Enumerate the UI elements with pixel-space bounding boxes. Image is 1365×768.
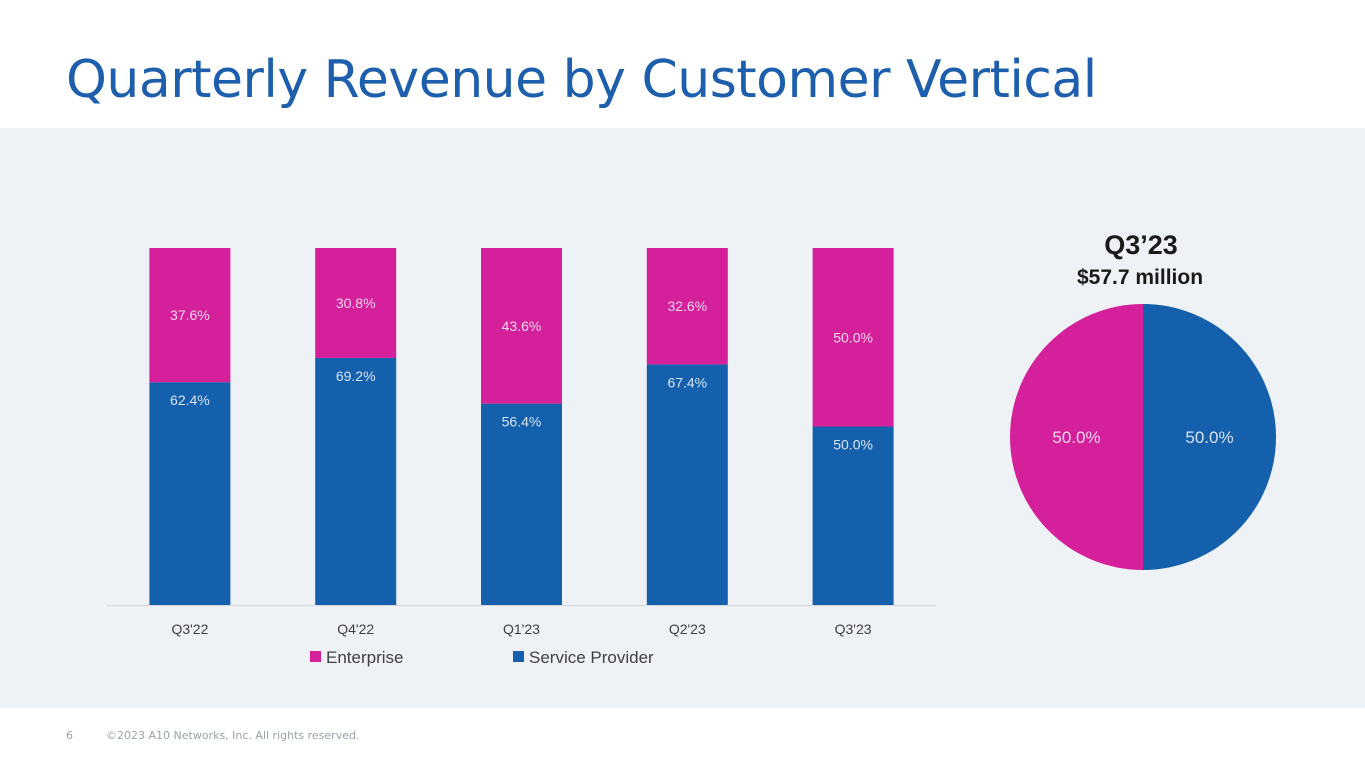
pie-label-service-provider: 50.0% xyxy=(1185,428,1233,447)
copyright-text: ©2023 A10 Networks, Inc. All rights rese… xyxy=(106,729,360,742)
bar-service-provider xyxy=(812,426,894,605)
x-tick-label: Q1'23 xyxy=(503,621,540,637)
legend-enterprise-swatch xyxy=(310,651,321,662)
data-label-service-provider: 50.0% xyxy=(833,437,873,453)
pie-slice-enterprise xyxy=(1010,304,1143,570)
bar-enterprise xyxy=(812,248,894,427)
data-label-service-provider: 67.4% xyxy=(667,374,707,390)
pie-label-enterprise: 50.0% xyxy=(1052,428,1100,447)
data-label-enterprise: 32.6% xyxy=(667,298,707,314)
x-tick-label: Q4'22 xyxy=(337,621,374,637)
bar-enterprise xyxy=(149,248,231,383)
bar-service-provider xyxy=(646,364,728,605)
x-tick-label: Q3'23 xyxy=(835,621,872,637)
legend-enterprise-label: Enterprise xyxy=(326,648,403,667)
data-label-enterprise: 30.8% xyxy=(336,295,376,311)
page-number: 6 xyxy=(66,729,73,742)
data-label-enterprise: 43.6% xyxy=(502,318,542,334)
legend-service-provider-swatch xyxy=(513,651,524,662)
data-label-service-provider: 69.2% xyxy=(336,368,376,384)
bar-enterprise xyxy=(646,248,728,365)
bar-enterprise xyxy=(481,248,562,404)
x-tick-label: Q2'23 xyxy=(669,621,706,637)
data-label-enterprise: 37.6% xyxy=(170,307,210,323)
stacked-bar-chart: 37.6% 62.4% Q3'22 30.8% 69.2% Q4'22 43.6% 56.4%… xyxy=(107,248,936,667)
data-label-service-provider: 56.4% xyxy=(502,414,542,430)
pie-title: Q3’23 xyxy=(1104,230,1178,260)
data-label-service-provider: 62.4% xyxy=(170,392,210,408)
data-label-enterprise: 50.0% xyxy=(833,329,873,345)
x-tick-label: Q3'22 xyxy=(171,621,208,637)
bar-service-provider xyxy=(315,357,397,605)
page-title: Quarterly Revenue by Customer Vertical xyxy=(66,50,1097,110)
bar-service-provider xyxy=(481,403,562,605)
pie-slice-service-provider xyxy=(1143,304,1276,570)
legend-service-provider-label: Service Provider xyxy=(529,648,654,667)
bar-service-provider xyxy=(149,382,231,605)
pie-chart: 50.0% 50.0% Q3’23 $57.7 million xyxy=(1010,230,1276,570)
bar-enterprise xyxy=(315,248,397,358)
pie-subtitle: $57.7 million xyxy=(1077,266,1203,289)
